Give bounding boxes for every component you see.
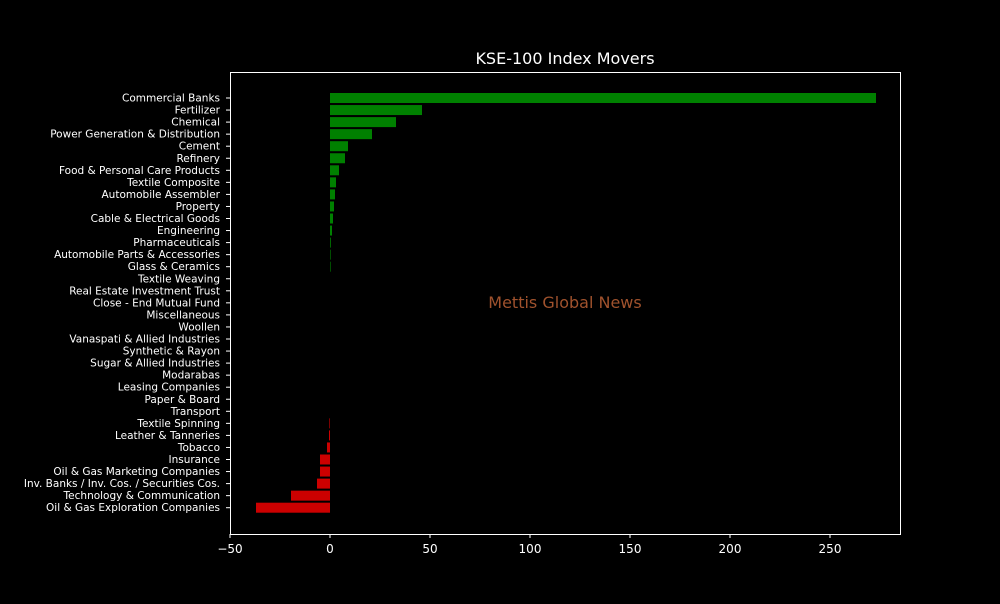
category-label: Glass & Ceramics — [128, 261, 220, 273]
bar — [330, 105, 422, 116]
bar — [330, 165, 339, 176]
category-label: Engineering — [157, 225, 220, 237]
category-label: Automobile Parts & Accessories — [54, 249, 220, 261]
category-label: Textile Weaving — [137, 273, 220, 285]
x-tick-label: 100 — [519, 542, 542, 556]
category-label: Real Estate Investment Trust — [69, 285, 220, 297]
bar — [329, 430, 330, 441]
category-label: Modarabas — [162, 370, 220, 382]
bar — [330, 189, 335, 200]
category-label: Paper & Board — [145, 394, 220, 406]
category-label: Automobile Assembler — [102, 189, 221, 201]
category-label: Textile Composite — [126, 177, 220, 189]
x-tick-label: 200 — [719, 542, 742, 556]
bar — [330, 129, 372, 140]
plot-frame — [230, 72, 901, 535]
category-label: Synthetic & Rayon — [123, 346, 220, 358]
category-label: Fertilizer — [175, 105, 221, 117]
category-label: Oil & Gas Marketing Companies — [53, 466, 220, 478]
category-label: Pharmaceuticals — [133, 237, 220, 249]
category-label: Sugar & Allied Industries — [90, 358, 220, 370]
bar — [327, 442, 330, 453]
bar — [317, 478, 330, 489]
category-label: Refinery — [176, 153, 220, 165]
bar — [330, 225, 332, 236]
category-label: Miscellaneous — [146, 309, 220, 321]
bar — [330, 141, 348, 152]
category-label: Oil & Gas Exploration Companies — [46, 502, 220, 514]
category-label: Food & Personal Care Products — [59, 165, 220, 177]
category-label: Insurance — [168, 454, 220, 466]
category-label: Power Generation & Distribution — [50, 129, 220, 141]
category-label: Tobacco — [177, 442, 220, 454]
category-label: Cement — [179, 141, 220, 153]
category-label: Cable & Electrical Goods — [91, 213, 220, 225]
bar — [330, 261, 331, 272]
x-axis: −50 0 50 100 150 200 250 — [217, 534, 841, 556]
category-label: Technology & Communication — [63, 490, 220, 502]
chart-title: KSE-100 Index Movers — [475, 49, 654, 68]
x-tick-label: 250 — [819, 542, 842, 556]
x-tick-label: −50 — [217, 542, 242, 556]
watermark: Mettis Global News — [488, 293, 641, 312]
x-tick-label: 0 — [326, 542, 334, 556]
bar — [329, 418, 330, 429]
category-label: Chemical — [171, 117, 220, 129]
bars-layer — [256, 93, 876, 513]
bar — [330, 177, 336, 188]
bar — [291, 490, 330, 501]
category-label: Leather & Tanneries — [115, 430, 220, 442]
category-label: Textile Spinning — [136, 418, 220, 430]
x-tick-label: 150 — [619, 542, 642, 556]
bar — [330, 153, 345, 164]
category-label: Commercial Banks — [122, 93, 220, 105]
category-label: Vanaspati & Allied Industries — [69, 334, 220, 346]
category-label: Inv. Banks / Inv. Cos. / Securities Cos. — [24, 478, 220, 490]
bar — [256, 502, 330, 513]
category-labels: Commercial BanksFertilizerChemicalPower … — [24, 93, 230, 514]
category-label: Transport — [170, 406, 220, 418]
bar — [330, 117, 396, 128]
bar — [320, 454, 330, 465]
bar — [330, 249, 331, 260]
category-label: Leasing Companies — [118, 382, 220, 394]
bar — [330, 201, 334, 212]
bar — [330, 237, 331, 248]
bar — [320, 466, 330, 477]
bar — [330, 93, 876, 103]
category-label: Woollen — [178, 321, 220, 333]
x-tick-label: 50 — [422, 542, 437, 556]
category-label: Property — [176, 201, 220, 213]
bar — [330, 213, 333, 224]
category-label: Close - End Mutual Fund — [93, 297, 220, 309]
